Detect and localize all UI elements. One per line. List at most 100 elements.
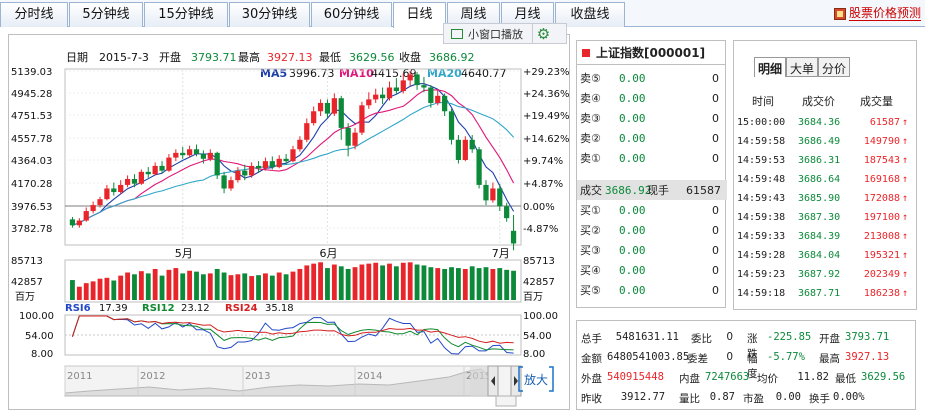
volume-bar (269, 275, 275, 300)
list-item: 14:59:48 3686.64 169168 ↑ (737, 174, 909, 185)
tab-2[interactable]: 15分钟线 (144, 2, 228, 27)
ma20-line (72, 101, 515, 226)
volume-bar (311, 263, 317, 300)
year-label: 2014 (357, 371, 382, 382)
tab-0[interactable]: 分时线 (0, 2, 68, 27)
volume-bar (214, 268, 220, 300)
volume-bar (207, 273, 213, 300)
tab-8[interactable]: 收盘线 (555, 2, 625, 27)
volume-bar (200, 274, 206, 300)
volume-bar (221, 272, 227, 300)
volume-bar (173, 268, 179, 300)
candle (373, 88, 379, 103)
candle (352, 127, 358, 150)
volume-bar (449, 267, 454, 300)
volume-bar (283, 274, 289, 300)
tab-7[interactable]: 月线 (501, 2, 554, 27)
candle (193, 144, 200, 157)
rsi24-label: RSI24 (225, 303, 258, 314)
stock-price-predict-label: 股票价格预测 (848, 5, 921, 21)
candle (249, 162, 255, 178)
candle (276, 155, 282, 169)
detail-rows: 15:00:00 3684.36 61587 ↑ 14:59:58 3686.49 149… (734, 113, 918, 303)
volume-bar (152, 268, 158, 300)
volume-bar (304, 265, 310, 300)
kline-chart-svg[interactable]: 日期 2015-7-3 开盘 3793.71 最高 3927.13 最低 362… (9, 35, 571, 411)
volume-bar (345, 268, 351, 300)
volume-mid-tick: 42857 (11, 277, 43, 288)
percent-tick: +9.74% (523, 156, 563, 167)
date-label: 日期 (66, 51, 88, 64)
volume-bar (90, 281, 96, 300)
rsi-lines (71, 315, 514, 355)
candle (386, 81, 393, 101)
candle (304, 118, 310, 143)
tab-detail[interactable]: 明细 (754, 57, 787, 77)
list-item: 14:59:28 3684.04 195321 ↑ (737, 250, 909, 261)
ma10-label: MA10 (339, 67, 374, 80)
list-item: 15:00:00 3684.36 61587 ↑ (737, 117, 909, 128)
candle (90, 201, 96, 214)
chart-header: 日期 2015-7-3 开盘 3793.71 最高 3927.13 最低 362… (66, 50, 475, 64)
candle (173, 149, 179, 162)
chevron-right-icon (514, 376, 518, 386)
tab-5[interactable]: 日线 (393, 2, 446, 28)
date-value: 2015-7-3 (99, 51, 149, 64)
stock-price-predict-link[interactable]: 股票价格预测 (833, 4, 921, 23)
volume-bar (138, 271, 144, 300)
scroll-thumb[interactable] (497, 365, 512, 397)
history-range-window[interactable] (470, 366, 488, 396)
volume-bar (145, 273, 151, 300)
list-item: 14:59:58 3686.49 149790 ↑ (737, 136, 909, 147)
tab-4[interactable]: 60分钟线 (311, 2, 392, 27)
percent-axis: +29.23% +24.36% +19.49% +14.62% +9.74% +4.87%… (523, 67, 570, 235)
volume-bar (504, 269, 510, 300)
price-tick: 3782.78 (11, 224, 52, 235)
price-plot-frame (64, 68, 522, 246)
scroll-grip[interactable] (495, 395, 517, 407)
volume-bar (380, 265, 386, 300)
candle (145, 167, 151, 178)
mini-window-label[interactable]: 小窗口播放 (468, 27, 523, 41)
candle (414, 72, 420, 90)
tick-detail-panel: 明细 大单 分价 时间 成交价 成交量 15:00:00 3684.36 61587 ↑ … (733, 40, 917, 310)
zoom-button[interactable]: 放大 (524, 372, 548, 387)
candle (166, 154, 172, 172)
candle (214, 151, 220, 179)
price-tick: 4557.78 (11, 134, 52, 145)
volume-bar (387, 263, 392, 300)
candle (180, 146, 186, 159)
tab-1[interactable]: 5分钟线 (69, 2, 143, 27)
volume-bar (490, 268, 496, 300)
mini-window-popup: 小窗口播放 ⚙ (443, 23, 567, 44)
volume-axis: 85713 42857 百万 85713 42857 百万 (11, 256, 555, 303)
candle (131, 174, 138, 188)
tab-price-distribution[interactable]: 分价 (818, 57, 851, 77)
volume-unit-right: 百万 (523, 291, 543, 303)
volume-bar (256, 275, 261, 300)
month-label: 7月 (492, 247, 510, 260)
index-flag-icon (582, 48, 590, 57)
volume-bar (414, 264, 420, 300)
price-axis: 5139.03 4945.28 4751.53 4557.78 4364.03 4170.… (11, 67, 521, 235)
close-label: 收盘 (399, 50, 421, 64)
volume-bar (497, 268, 503, 300)
volume-bar (511, 270, 516, 300)
candle (159, 161, 165, 174)
settings-gear-icon[interactable]: ⚙ (532, 24, 554, 43)
tab-6[interactable]: 周线 (447, 2, 500, 27)
summary-row-2: 金额 6480541003.85 委差 0 幅度 -5.77% 最高 3927.13 (581, 351, 890, 380)
month-label: 6月 (319, 247, 337, 260)
candle (393, 78, 400, 95)
tab-3[interactable]: 30分钟线 (229, 2, 310, 27)
candle (255, 161, 262, 174)
tab-big-orders[interactable]: 大单 (786, 57, 819, 77)
volume-bar (228, 275, 234, 300)
price-tick: 4364.03 (11, 156, 52, 167)
list-item: 14:59:33 3684.39 213008 ↑ (737, 231, 909, 242)
rsi12-value: 23.12 (181, 303, 210, 314)
year-label: 2012 (140, 371, 165, 382)
high-label: 最高 (238, 50, 260, 64)
candle (448, 108, 455, 145)
candle (510, 214, 517, 251)
